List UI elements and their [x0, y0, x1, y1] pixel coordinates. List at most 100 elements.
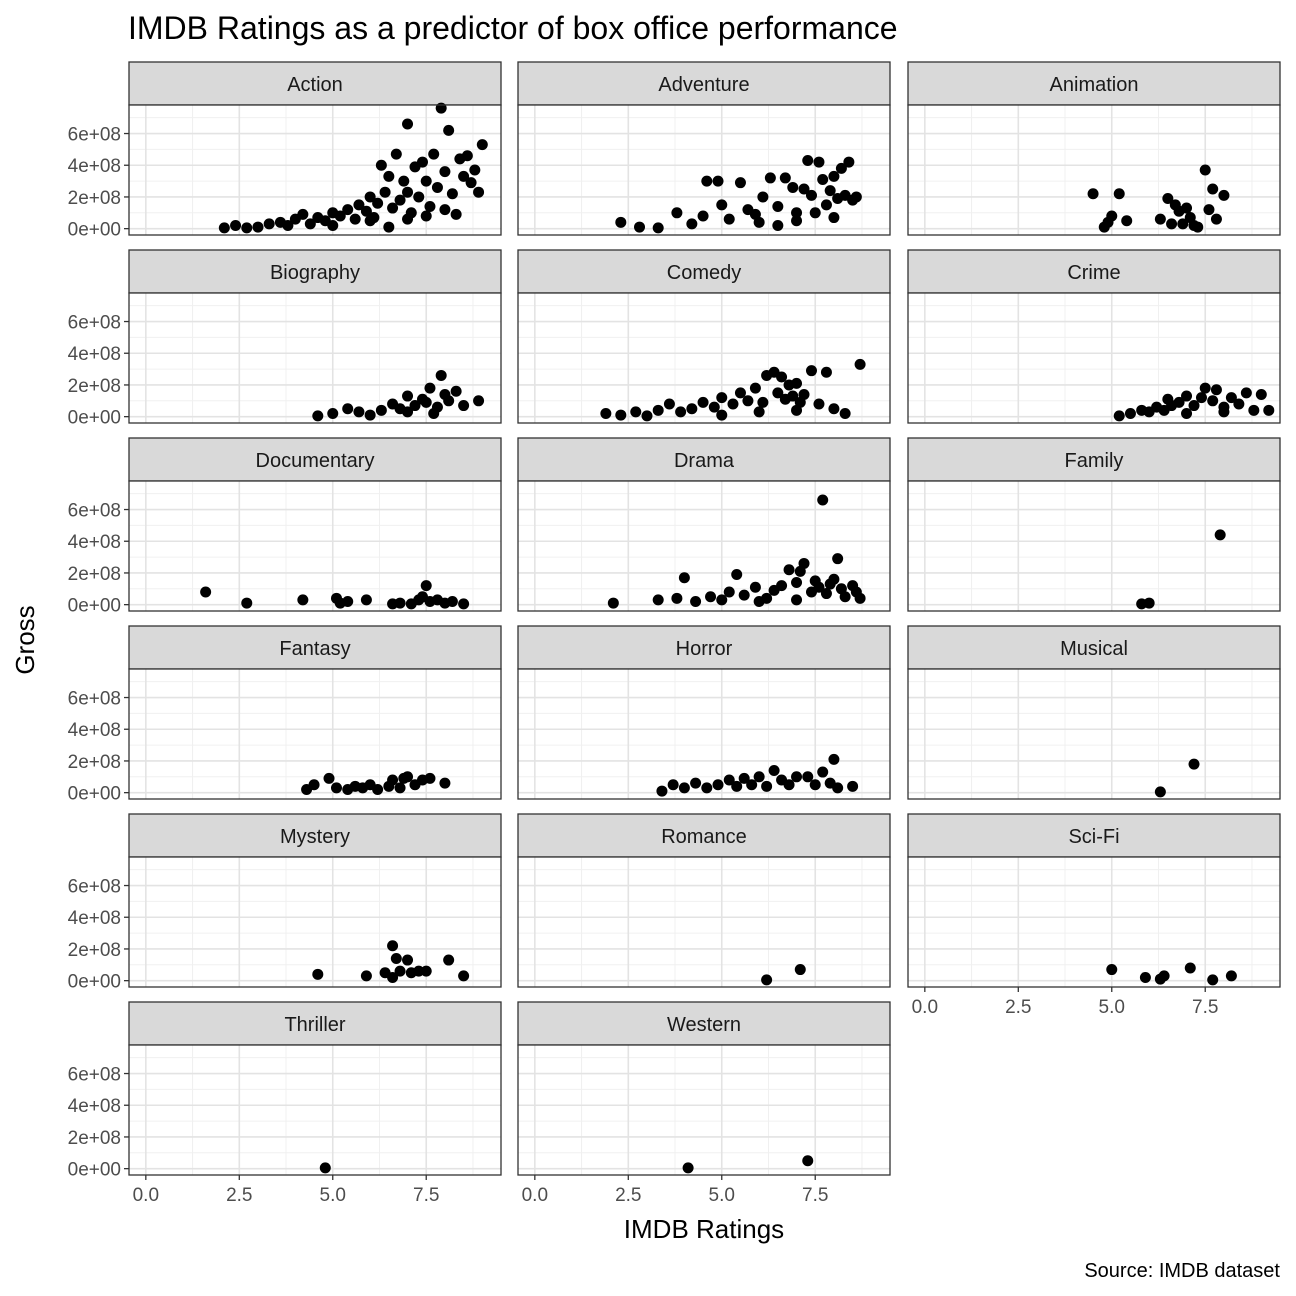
data-point [1210, 384, 1222, 396]
data-point [723, 213, 735, 225]
panel-border [517, 104, 891, 236]
data-point [390, 952, 402, 964]
data-point [663, 398, 675, 410]
data-point [757, 396, 769, 408]
data-point [820, 366, 832, 378]
data-point [828, 573, 840, 585]
data-point [360, 594, 372, 606]
y-tick-label: 6e+08 [68, 1065, 121, 1086]
data-point [854, 358, 866, 370]
y-tick-label: 0e+00 [68, 1160, 121, 1181]
data-point [458, 400, 470, 412]
panel-border [517, 292, 891, 424]
y-tick-label: 6e+08 [68, 125, 121, 146]
data-point [409, 400, 421, 412]
data-point [342, 204, 354, 216]
facet-strip-label: Comedy [667, 262, 741, 284]
data-point [1154, 213, 1166, 225]
data-point [319, 1162, 331, 1174]
data-point [458, 970, 470, 982]
data-point [342, 595, 354, 607]
data-point [1181, 202, 1193, 214]
data-point [1207, 183, 1219, 195]
data-point [607, 597, 619, 609]
data-point [805, 189, 817, 201]
data-point [847, 780, 859, 792]
data-point [791, 215, 803, 227]
data-point [723, 586, 735, 598]
data-point [809, 779, 821, 791]
facet-strip [907, 813, 1281, 858]
data-point [764, 172, 776, 184]
data-point [753, 406, 765, 418]
facet-panel-thriller: Thriller 0e+00 2e+08 4e+08 6e+08 0.0 2.5 5.0 7.5 [68, 1001, 502, 1206]
data-point [360, 970, 372, 982]
data-point [791, 594, 803, 606]
y-tick-label: 6e+08 [68, 501, 121, 522]
x-tick-label: 0.0 [912, 997, 938, 1018]
data-point [435, 102, 447, 114]
facet-strip-label: Biography [270, 262, 360, 284]
data-point [308, 779, 320, 791]
y-tick-label: 2e+08 [68, 940, 121, 961]
x-tick-label: 2.5 [226, 1185, 252, 1206]
data-point [1207, 974, 1219, 986]
facet-panel-crime: Crime [907, 249, 1281, 424]
y-tick-label: 2e+08 [68, 1128, 121, 1149]
data-point [813, 156, 825, 168]
data-point [323, 772, 335, 784]
data-point [1240, 387, 1252, 399]
facet-panel-musical: Musical [907, 625, 1281, 800]
data-point [304, 218, 316, 230]
data-point [731, 569, 743, 581]
plot-background [908, 857, 1280, 987]
data-point [716, 392, 728, 404]
data-point [652, 222, 664, 234]
data-point [641, 410, 653, 422]
data-point [731, 780, 743, 792]
data-point [802, 154, 814, 166]
data-point [798, 557, 810, 569]
data-point [817, 174, 829, 186]
data-point [697, 210, 709, 222]
panel-border [128, 856, 502, 988]
y-tick-label: 2e+08 [68, 188, 121, 209]
data-point [850, 191, 862, 203]
data-point [1158, 970, 1170, 982]
facet-strip [907, 437, 1281, 482]
facet-strip [517, 61, 891, 106]
facet-panel-animation: Animation [907, 61, 1281, 236]
data-point [473, 186, 485, 198]
data-point [1173, 396, 1185, 408]
facet-strip-label: Thriller [284, 1014, 345, 1036]
data-point [402, 954, 414, 966]
facet-strip [128, 61, 502, 106]
panel-border [907, 104, 1281, 236]
x-axis-label: IMDB Ratings [624, 1214, 784, 1244]
data-point [394, 597, 406, 609]
data-point [738, 772, 750, 784]
y-tick-label: 4e+08 [68, 344, 121, 365]
data-point [671, 207, 683, 219]
data-point [297, 594, 309, 606]
y-tick-label: 4e+08 [68, 1096, 121, 1117]
data-point [1087, 188, 1099, 200]
data-point [791, 404, 803, 416]
data-point [1210, 213, 1222, 225]
plot-background [518, 1045, 890, 1175]
chart-caption: Source: IMDB dataset [1084, 1260, 1280, 1282]
panel-border [907, 668, 1281, 800]
data-point [832, 553, 844, 565]
data-point [675, 406, 687, 418]
data-point [312, 968, 324, 980]
data-point [798, 388, 810, 400]
data-point [805, 365, 817, 377]
facet-panel-biography: Biography 0e+00 2e+08 4e+08 6e+08 [68, 249, 502, 429]
data-point [734, 177, 746, 189]
data-point [828, 753, 840, 765]
data-point [783, 779, 795, 791]
data-point [458, 170, 470, 182]
data-point [349, 213, 361, 225]
x-tick-label: 2.5 [615, 1185, 641, 1206]
